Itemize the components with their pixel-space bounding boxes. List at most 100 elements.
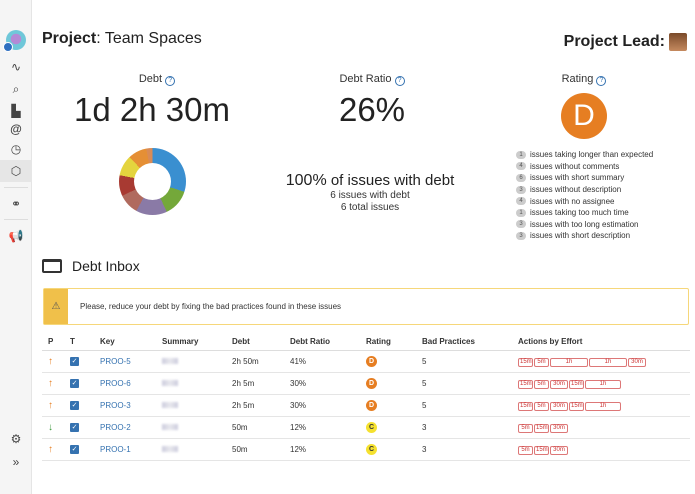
priority-up-icon: ↑ xyxy=(48,443,53,455)
effort-action-button[interactable]: 30m xyxy=(550,401,568,411)
count-badge: 1 xyxy=(516,208,526,217)
actions-cell: 5m 15m 30m xyxy=(518,438,690,461)
rating-badge: C xyxy=(366,421,377,433)
effort-action-button[interactable]: 15m xyxy=(569,401,584,411)
priority-up-icon: ↑ xyxy=(48,377,53,389)
issue-key-link[interactable]: PROO-1 xyxy=(100,444,131,454)
help-icon[interactable]: ? xyxy=(394,76,405,86)
issue-key-link[interactable]: PROO-6 xyxy=(100,378,131,388)
sidebar: ∿ ⌕ ▙ @ ◷ ⬡ ⚭ 📢 ⚙ » xyxy=(0,0,32,494)
link-icon[interactable]: ⚭ xyxy=(10,197,22,211)
practice-item[interactable]: 3 issues with too long estimation xyxy=(516,219,653,231)
divider xyxy=(4,219,28,220)
effort-action-button[interactable]: 1h xyxy=(589,357,627,367)
issues-summary: 100% of issues with debt 6 issues with d… xyxy=(285,172,455,213)
effort-action-button[interactable]: 15m xyxy=(518,401,533,411)
avatar[interactable] xyxy=(669,33,687,51)
column-header[interactable]: P xyxy=(42,333,70,351)
debt-cell: 50m xyxy=(232,438,290,461)
effort-action-button[interactable]: 15m xyxy=(518,357,533,367)
practice-item[interactable]: 3 issues with short description xyxy=(516,230,653,242)
column-header[interactable]: Actions by Effort xyxy=(518,333,690,351)
effort-action-button[interactable]: 30m xyxy=(550,379,568,389)
bad-practices-list: 1 issues taking longer than expected 4 issu… xyxy=(516,149,653,242)
task-type-icon: ✓ xyxy=(70,423,79,432)
ratio-label: Debt Ratio ? xyxy=(272,73,472,86)
table-row[interactable]: ↑ ✓ PROO-6 2h 5m 30% D 5 15m 5m 30m 15m 1h xyxy=(42,372,690,395)
clock-icon[interactable]: ◷ xyxy=(10,142,22,156)
debt-cell: 2h 5m xyxy=(232,394,290,417)
table-row[interactable]: ↓ ✓ PROO-2 50m 12% C 3 5m 15m 30m xyxy=(42,416,690,439)
practice-item[interactable]: 4 issues without comments xyxy=(516,161,653,173)
count-badge: 3 xyxy=(516,220,526,229)
summary-blurred xyxy=(162,357,178,364)
column-header[interactable]: Summary xyxy=(162,333,232,351)
task-type-icon: ✓ xyxy=(70,445,79,454)
count-badge: 3 xyxy=(516,185,526,194)
count-badge: 3 xyxy=(516,231,526,240)
issue-key-link[interactable]: PROO-2 xyxy=(100,422,131,432)
task-type-icon: ✓ xyxy=(70,357,79,366)
effort-action-button[interactable]: 5m xyxy=(534,401,549,411)
effort-action-button[interactable]: 1h xyxy=(585,379,621,389)
practice-item[interactable]: 1 issues taking longer than expected xyxy=(516,149,653,161)
divider xyxy=(4,187,28,188)
debt-cell: 2h 50m xyxy=(232,350,290,373)
debt-cell: 50m xyxy=(232,416,290,439)
effort-action-button[interactable]: 15m xyxy=(518,379,533,389)
summary-blurred xyxy=(162,379,178,386)
table-row[interactable]: ↑ ✓ PROO-1 50m 12% C 3 5m 15m 30m xyxy=(42,438,690,461)
settings-hex-icon[interactable]: ⬡ xyxy=(0,160,32,182)
column-header[interactable]: Bad Practices xyxy=(422,333,518,351)
effort-action-button[interactable]: 5m xyxy=(518,423,533,433)
debt-donut-chart xyxy=(119,148,186,215)
warning-alert: ⚠ Please, reduce your debt by fixing the… xyxy=(43,288,689,325)
count-badge: 1 xyxy=(516,150,526,159)
table-row[interactable]: ↑ ✓ PROO-5 2h 50m 41% D 5 15m 5m 1h 1h 30m xyxy=(42,350,690,373)
project-lead: Project Lead: xyxy=(564,33,687,51)
gear-icon[interactable]: ⚙ xyxy=(10,432,22,446)
search-list-icon[interactable]: ⌕ xyxy=(12,82,20,96)
effort-action-button[interactable]: 5m xyxy=(518,445,533,455)
at-icon[interactable]: @ xyxy=(10,122,22,136)
practice-item[interactable]: 1 issues taking too much time xyxy=(516,207,653,219)
effort-action-button[interactable]: 15m xyxy=(534,445,549,455)
column-header[interactable]: Debt xyxy=(232,333,290,351)
activity-icon[interactable]: ∿ xyxy=(10,60,22,74)
expand-icon[interactable]: » xyxy=(12,455,20,469)
bad-practices-cell: 3 xyxy=(422,438,518,461)
app-logo[interactable] xyxy=(3,30,26,52)
column-header[interactable]: Debt Ratio xyxy=(290,333,366,351)
effort-action-button[interactable]: 1h xyxy=(585,401,621,411)
practice-item[interactable]: 6 issues with short summary xyxy=(516,172,653,184)
column-header[interactable]: Key xyxy=(100,333,162,351)
help-icon[interactable]: ? xyxy=(596,76,607,86)
page-title: Project: Team Spaces xyxy=(42,30,202,47)
practice-item[interactable]: 4 issues with no assignee xyxy=(516,195,653,207)
effort-action-button[interactable]: 30m xyxy=(550,445,568,455)
effort-action-button[interactable]: 1h xyxy=(550,357,588,367)
actions-cell: 15m 5m 30m 15m 1h xyxy=(518,372,690,395)
summary-blurred xyxy=(162,423,178,430)
table-row[interactable]: ↑ ✓ PROO-3 2h 5m 30% D 5 15m 5m 30m 15m 1h xyxy=(42,394,690,417)
issue-key-link[interactable]: PROO-3 xyxy=(100,400,131,410)
megaphone-icon[interactable]: 📢 xyxy=(8,229,24,243)
column-header[interactable]: T xyxy=(70,333,100,351)
bar-chart-icon[interactable]: ▙ xyxy=(11,104,21,118)
rating-badge: D xyxy=(366,355,377,367)
ratio-cell: 12% xyxy=(290,416,366,439)
effort-action-button[interactable]: 15m xyxy=(534,423,549,433)
rating-badge: C xyxy=(366,443,377,455)
effort-action-button[interactable]: 30m xyxy=(628,357,646,367)
column-header[interactable]: Rating xyxy=(366,333,422,351)
bad-practices-cell: 5 xyxy=(422,394,518,417)
rating-label: Rating ? xyxy=(484,73,684,86)
issue-key-link[interactable]: PROO-5 xyxy=(100,356,131,366)
bad-practices-cell: 5 xyxy=(422,372,518,395)
help-icon[interactable]: ? xyxy=(165,76,176,86)
effort-action-button[interactable]: 30m xyxy=(550,423,568,433)
practice-item[interactable]: 3 issues without description xyxy=(516,184,653,196)
effort-action-button[interactable]: 5m xyxy=(534,379,549,389)
effort-action-button[interactable]: 15m xyxy=(569,379,584,389)
effort-action-button[interactable]: 5m xyxy=(534,357,549,367)
